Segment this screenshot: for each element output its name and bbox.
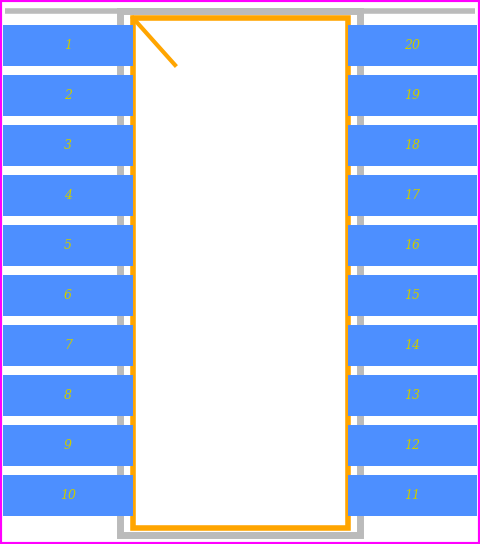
Bar	[3, 425, 133, 466]
Bar	[3, 325, 133, 366]
Bar	[348, 325, 477, 366]
Text: 14: 14	[405, 339, 420, 352]
Text: 9: 9	[64, 439, 72, 452]
Bar	[3, 475, 133, 516]
Bar	[120, 11, 360, 535]
Text: 13: 13	[405, 389, 420, 402]
Text: 3: 3	[64, 139, 72, 152]
Text: 12: 12	[405, 439, 420, 452]
Text: 19: 19	[405, 89, 420, 102]
Bar	[3, 275, 133, 316]
Bar	[3, 75, 133, 116]
Text: 1: 1	[64, 39, 72, 52]
Bar	[3, 175, 133, 216]
Bar	[3, 25, 133, 66]
Text: 8: 8	[64, 389, 72, 402]
Bar	[348, 425, 477, 466]
Text: 2: 2	[64, 89, 72, 102]
Bar	[348, 175, 477, 216]
Bar	[3, 375, 133, 416]
Text: 15: 15	[405, 289, 420, 302]
Bar	[3, 125, 133, 166]
Bar	[348, 25, 477, 66]
Text: 4: 4	[64, 189, 72, 202]
Bar	[348, 475, 477, 516]
Bar	[133, 18, 348, 528]
Text: 11: 11	[405, 489, 420, 502]
Bar	[3, 225, 133, 266]
Bar	[348, 225, 477, 266]
Text: 18: 18	[405, 139, 420, 152]
Text: 7: 7	[64, 339, 72, 352]
Text: 6: 6	[64, 289, 72, 302]
Bar	[348, 375, 477, 416]
Text: 17: 17	[405, 189, 420, 202]
Text: 16: 16	[405, 239, 420, 252]
Text: 5: 5	[64, 239, 72, 252]
Bar	[348, 275, 477, 316]
Text: 20: 20	[405, 39, 420, 52]
Bar	[348, 75, 477, 116]
Text: 10: 10	[60, 489, 76, 502]
Bar	[348, 125, 477, 166]
